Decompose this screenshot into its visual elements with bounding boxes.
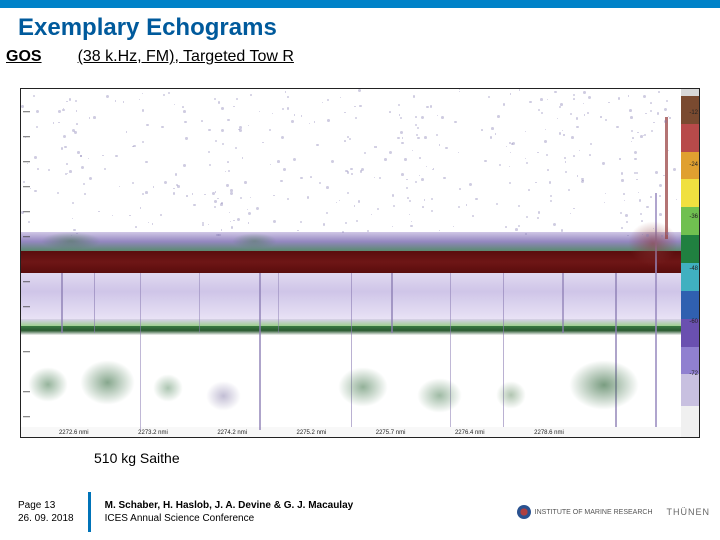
y-tick: —	[23, 209, 30, 216]
logo-imr: INSTITUTE OF MARINE RESEARCH	[517, 505, 653, 519]
gos-label: GOS	[6, 48, 42, 66]
x-tick: 2273.2 nmi	[138, 430, 168, 436]
echogram-panel: 2272.6 nmi 2273.2 nmi 2274.2 nmi 2275.2 nmi…	[20, 88, 700, 438]
y-tick: —	[23, 304, 30, 311]
colorbar: -12 -24 -36 -48 -60 -72	[681, 89, 699, 437]
logo-thunen: THÜNEN	[667, 507, 711, 517]
slide-title: Exemplary Echograms	[0, 8, 720, 48]
y-tick: —	[23, 184, 30, 191]
echogram-canvas: 2272.6 nmi 2273.2 nmi 2274.2 nmi 2275.2 nmi…	[21, 89, 681, 437]
footer-date: 26. 09. 2018	[18, 512, 74, 525]
footer-page-block: Page 13 26. 09. 2018	[18, 492, 91, 532]
imr-label: INSTITUTE OF MARINE RESEARCH	[535, 509, 653, 516]
colorbar-tick: -12	[689, 110, 698, 116]
footer-conference: ICES Annual Science Conference	[105, 512, 517, 525]
footer: Page 13 26. 09. 2018 M. Schaber, H. Hasl…	[18, 492, 710, 532]
x-tick: 2275.2 nmi	[297, 430, 327, 436]
x-tick: 2272.6 nmi	[59, 430, 89, 436]
y-tick: —	[23, 349, 30, 356]
subtitle: (38 k.Hz, FM), Targeted Tow R	[78, 48, 294, 66]
y-tick: —	[23, 234, 30, 241]
subtitle-row: GOS (38 k.Hz, FM), Targeted Tow R	[0, 48, 720, 66]
x-axis: 2272.6 nmi 2273.2 nmi 2274.2 nmi 2275.2 nmi…	[21, 427, 681, 437]
colorbar-tick: -72	[689, 371, 698, 377]
colorbar-tick: -48	[689, 266, 698, 272]
colorbar-tick: -24	[689, 162, 698, 168]
footer-authors-block: M. Schaber, H. Haslob, J. A. Devine & G.…	[91, 499, 517, 525]
y-tick: —	[23, 414, 30, 421]
page-number: Page 13	[18, 499, 74, 512]
y-tick: —	[23, 109, 30, 116]
footer-authors: M. Schaber, H. Haslob, J. A. Devine & G.…	[105, 499, 517, 512]
x-tick: 2274.2 nmi	[217, 430, 247, 436]
echogram-caption: 510 kg Saithe	[94, 450, 180, 466]
x-tick: 2275.7 nmi	[376, 430, 406, 436]
colorbar-tick: -60	[689, 319, 698, 325]
y-tick: —	[23, 279, 30, 286]
x-tick: 2276.4 nmi	[455, 430, 485, 436]
x-tick: 2278.6 nmi	[534, 430, 564, 436]
footer-logos: INSTITUTE OF MARINE RESEARCH THÜNEN	[517, 505, 710, 519]
imr-icon	[517, 505, 531, 519]
brand-bar	[0, 0, 720, 8]
colorbar-column: -12 -24 -36 -48 -60 -72	[681, 89, 699, 437]
colorbar-tick: -36	[689, 214, 698, 220]
